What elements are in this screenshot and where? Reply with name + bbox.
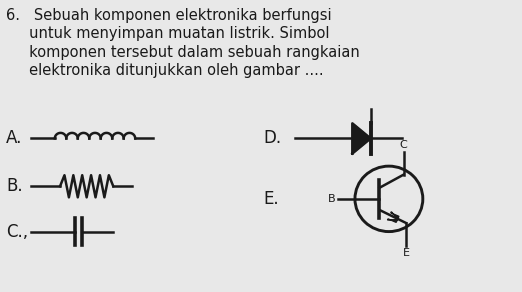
Text: untuk menyimpan muatan listrik. Simbol: untuk menyimpan muatan listrik. Simbol <box>6 26 330 41</box>
Text: B.: B. <box>6 177 23 195</box>
Text: A.: A. <box>6 129 22 147</box>
Text: komponen tersebut dalam sebuah rangkaian: komponen tersebut dalam sebuah rangkaian <box>6 45 360 60</box>
Text: B: B <box>327 194 335 204</box>
Text: C: C <box>400 140 407 150</box>
Text: E: E <box>402 248 410 258</box>
Text: 6.   Sebuah komponen elektronika berfungsi: 6. Sebuah komponen elektronika berfungsi <box>6 8 332 22</box>
Text: D.: D. <box>264 129 282 147</box>
Text: elektronika ditunjukkan oleh gambar ....: elektronika ditunjukkan oleh gambar .... <box>6 63 324 79</box>
Polygon shape <box>352 123 371 154</box>
Text: E.: E. <box>264 190 279 208</box>
Text: C.,: C., <box>6 223 28 241</box>
FancyArrow shape <box>387 212 399 222</box>
